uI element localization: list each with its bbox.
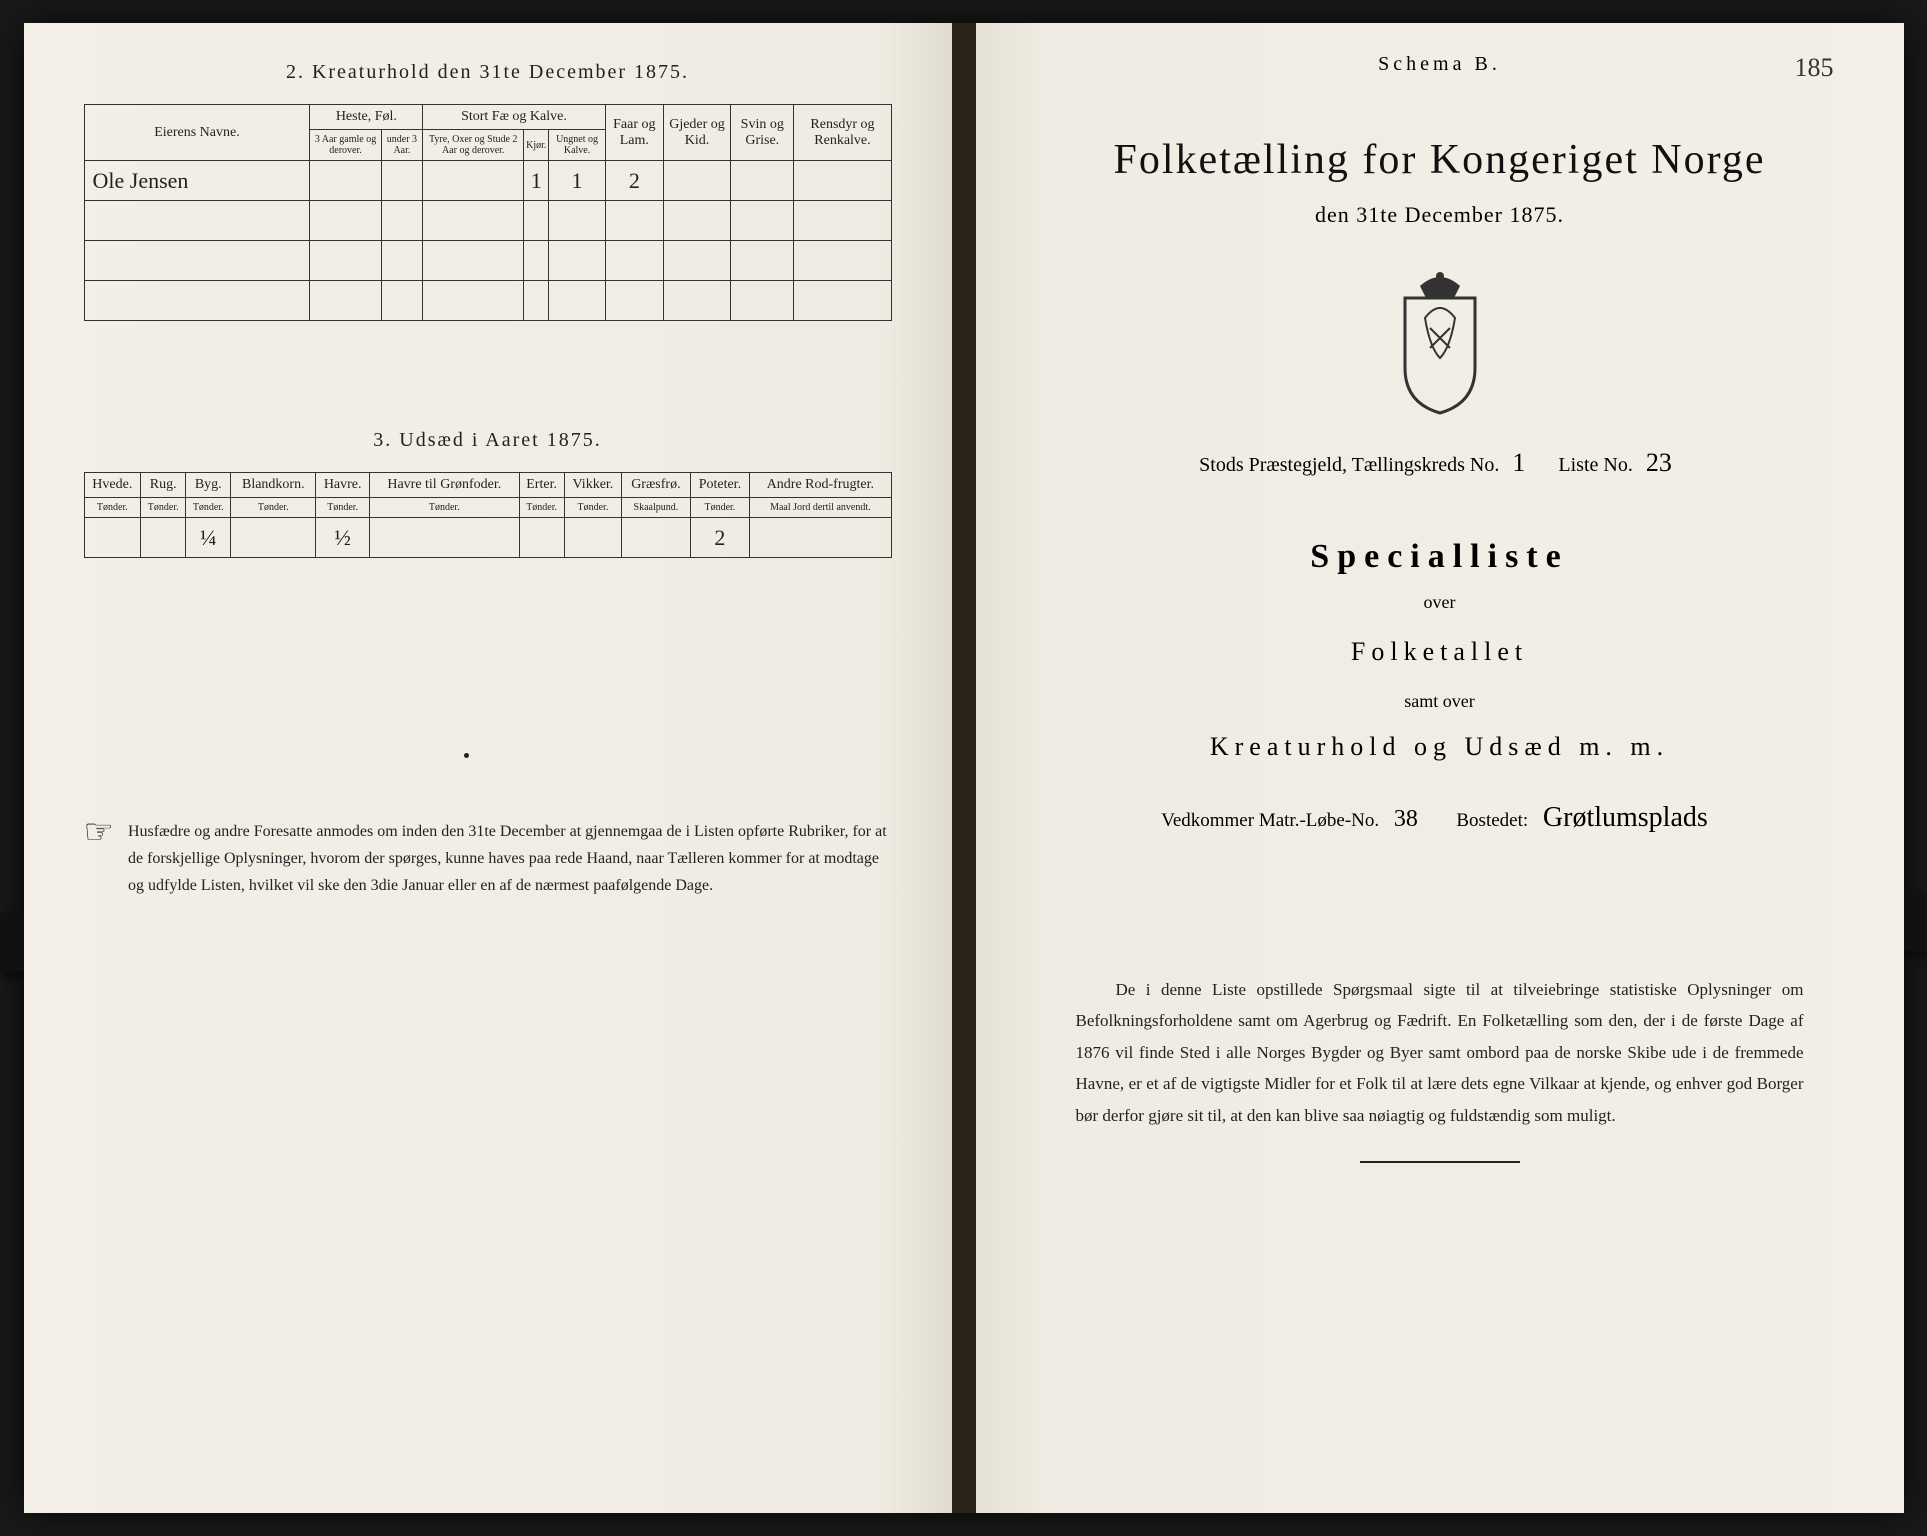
- sh5: Havre til Grønfoder.: [370, 473, 520, 498]
- bostedet-label: Bostedet:: [1456, 810, 1528, 831]
- row-v8: [794, 161, 891, 201]
- row-v6: [663, 161, 730, 201]
- su5: Tønder.: [370, 498, 520, 518]
- district-prefix: Stods Præstegjeld, Tællingskreds No.: [1199, 454, 1499, 476]
- su2: Tønder.: [186, 498, 231, 518]
- kreatur-line: Kreaturhold og Udsæd m. m.: [1036, 732, 1844, 762]
- section-3-title: 3. Udsæd i Aaret 1875.: [84, 429, 892, 452]
- sv8: [622, 518, 690, 558]
- sv4: ½: [316, 518, 370, 558]
- liste-label: Liste No.: [1558, 454, 1632, 476]
- left-footnote: ☞ Husfædre og andre Foresatte anmodes om…: [84, 818, 892, 900]
- end-rule: [1360, 1161, 1520, 1163]
- vedkommer-prefix: Vedkommer Matr.-Løbe-No.: [1161, 810, 1379, 831]
- sh10: Andre Rod-frugter.: [750, 473, 891, 498]
- matr-no: 38: [1384, 806, 1428, 832]
- su3: Tønder.: [231, 498, 316, 518]
- section-2-title: 2. Kreaturhold den 31te December 1875.: [84, 61, 892, 84]
- sh1: Rug.: [141, 473, 186, 498]
- row-name: Ole Jensen: [84, 161, 310, 201]
- liste-no: 23: [1638, 448, 1680, 477]
- sv5: [370, 518, 520, 558]
- row-v4: 1: [549, 161, 605, 201]
- th-heste-u3: under 3 Aar.: [381, 130, 423, 161]
- su6: Tønder.: [519, 498, 564, 518]
- sh9: Poteter.: [690, 473, 750, 498]
- sv3: [231, 518, 316, 558]
- left-page: 2. Kreaturhold den 31te December 1875. E…: [24, 23, 964, 1513]
- right-page: Schema B. 185 Folketælling for Kongerige…: [964, 23, 1904, 1513]
- sv0: [84, 518, 141, 558]
- row-v0: [310, 161, 381, 201]
- livestock-table: Eierens Navne. Heste, Føl. Stort Fæ og K…: [84, 104, 892, 321]
- district-line: Stods Præstegjeld, Tællingskreds No. 1 L…: [1036, 448, 1844, 478]
- sv2: ¼: [186, 518, 231, 558]
- th-stort-fae: Stort Fæ og Kalve.: [423, 105, 605, 130]
- schema-label: Schema B.: [1036, 53, 1844, 76]
- sh2: Byg.: [186, 473, 231, 498]
- th-ungnet: Ungnet og Kalve.: [549, 130, 605, 161]
- su8: Skaalpund.: [622, 498, 690, 518]
- sh6: Erter.: [519, 473, 564, 498]
- pointing-hand-icon: ☞: [84, 816, 114, 900]
- vedkommer-line: Vedkommer Matr.-Løbe-No. 38 Bostedet: Gr…: [1036, 802, 1844, 834]
- row-v1: [381, 161, 423, 201]
- sh0: Hvede.: [84, 473, 141, 498]
- row-v2: [423, 161, 524, 201]
- sv7: [564, 518, 622, 558]
- sh8: Græsfrø.: [622, 473, 690, 498]
- sh7: Vikker.: [564, 473, 622, 498]
- ink-dot: [464, 753, 469, 758]
- th-heste-3aar: 3 Aar gamle og derover.: [310, 130, 381, 161]
- sv1: [141, 518, 186, 558]
- sh4: Havre.: [316, 473, 370, 498]
- row-v3: 1: [524, 161, 549, 201]
- page-number: 185: [1795, 53, 1834, 83]
- book-spread: 2. Kreaturhold den 31te December 1875. E…: [24, 23, 1904, 1513]
- kreds-no: 1: [1504, 448, 1533, 477]
- th-rensdyr: Rensdyr og Renkalve.: [794, 105, 891, 161]
- bostedet-value: Grøtlumsplads: [1533, 802, 1718, 833]
- row-v5: 2: [605, 161, 663, 201]
- seed-table: Hvede. Rug. Byg. Blandkorn. Havre. Havre…: [84, 472, 892, 558]
- samt-over: samt over: [1036, 691, 1844, 712]
- right-bodytext: De i denne Liste opstillede Spørgsmaal s…: [1076, 974, 1804, 1131]
- su10: Maal Jord dertil anvendt.: [750, 498, 891, 518]
- th-heste: Heste, Føl.: [310, 105, 423, 130]
- th-faar: Faar og Lam.: [605, 105, 663, 161]
- over-1: over: [1036, 592, 1844, 613]
- su4: Tønder.: [316, 498, 370, 518]
- coat-of-arms-icon: [1385, 268, 1495, 418]
- su0: Tønder.: [84, 498, 141, 518]
- th-tyre: Tyre, Oxer og Stude 2 Aar og derover.: [423, 130, 524, 161]
- census-date: den 31te December 1875.: [1036, 202, 1844, 228]
- th-kjor: Kjør.: [524, 130, 549, 161]
- su7: Tønder.: [564, 498, 622, 518]
- su1: Tønder.: [141, 498, 186, 518]
- footnote-text: Husfædre og andre Foresatte anmodes om i…: [128, 818, 892, 900]
- folketallet: Folketallet: [1036, 637, 1844, 667]
- th-gjeder: Gjeder og Kid.: [663, 105, 730, 161]
- sv10: [750, 518, 891, 558]
- sv6: [519, 518, 564, 558]
- sh3: Blandkorn.: [231, 473, 316, 498]
- row-v7: [731, 161, 794, 201]
- specialliste-heading: Specialliste: [1036, 538, 1844, 576]
- su9: Tønder.: [690, 498, 750, 518]
- th-svin: Svin og Grise.: [731, 105, 794, 161]
- census-title: Folketælling for Kongeriget Norge: [1036, 136, 1844, 184]
- sv9: 2: [690, 518, 750, 558]
- th-eier: Eierens Navne.: [84, 105, 310, 161]
